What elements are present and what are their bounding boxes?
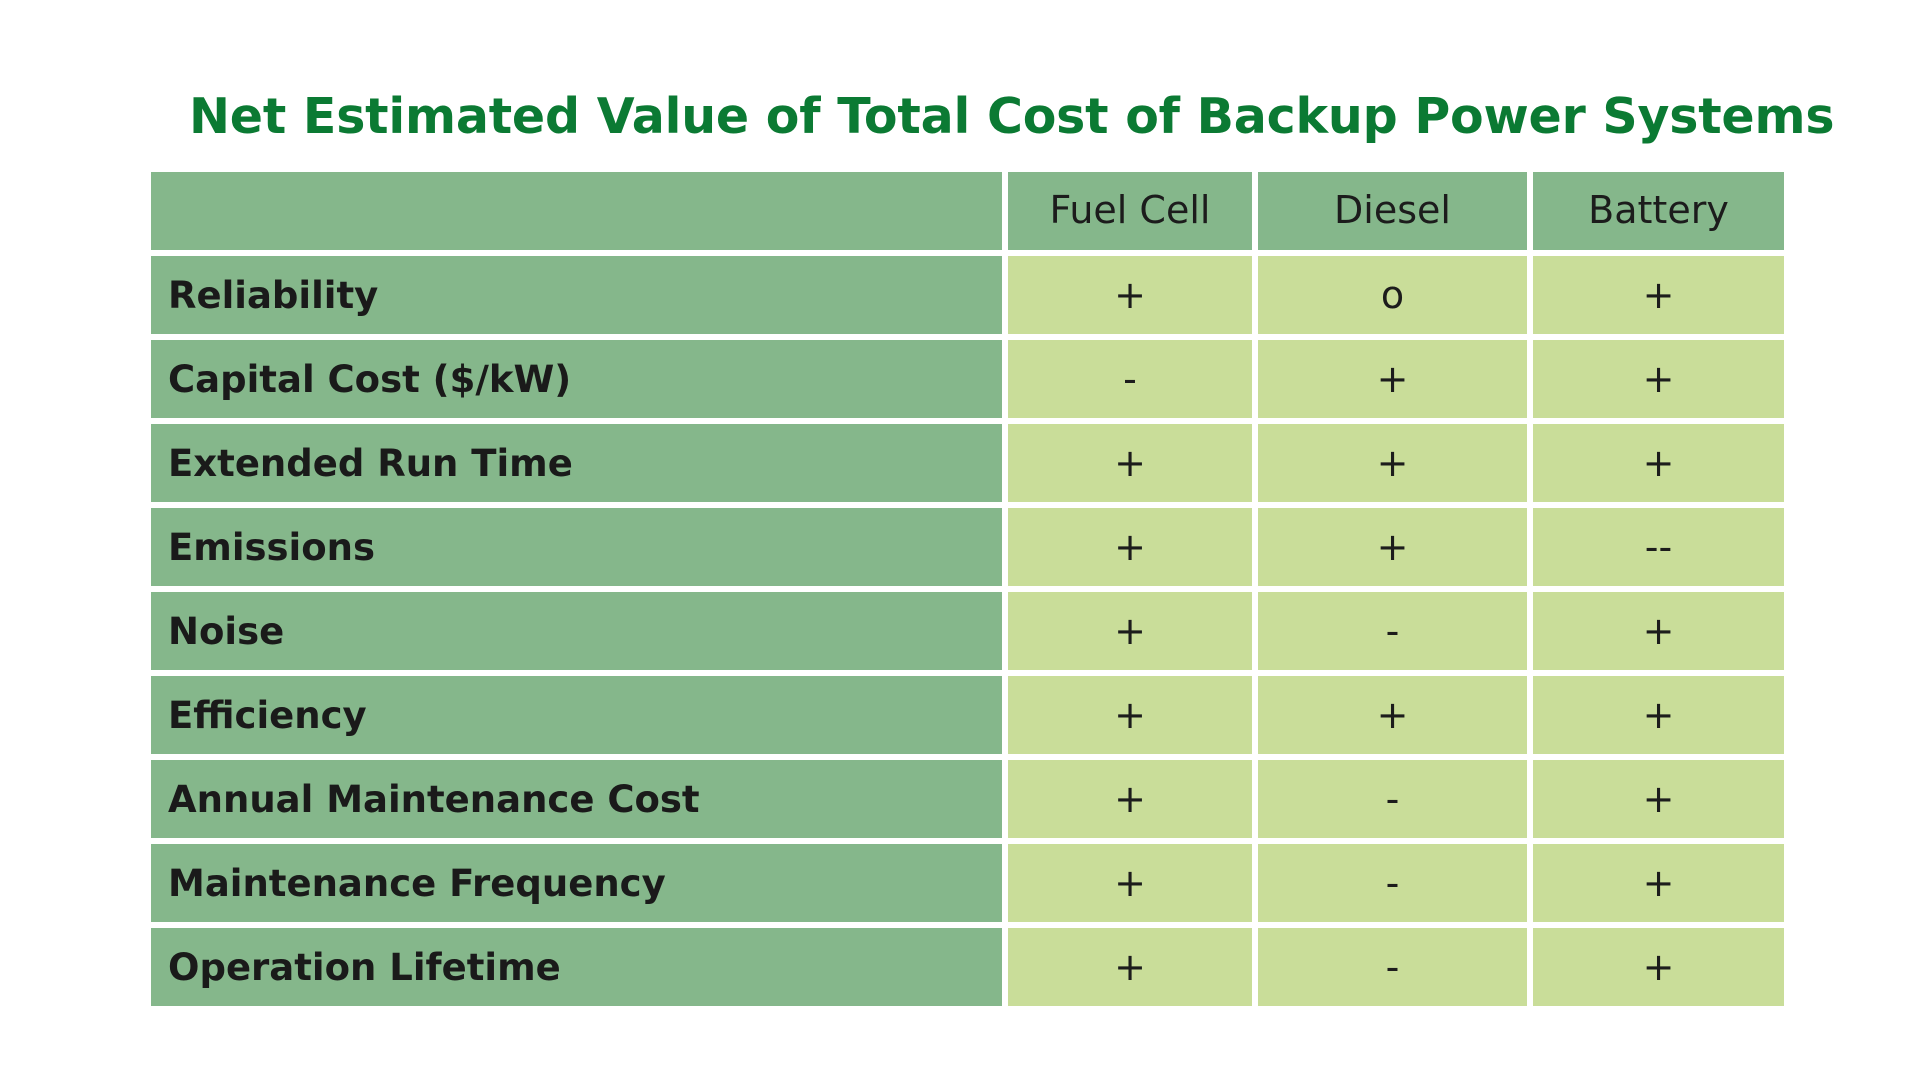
row-label: Reliability [151,256,1002,334]
table-cell-diesel: + [1258,676,1527,754]
table-cell-fuel-cell: + [1008,256,1252,334]
page-title: Net Estimated Value of Total Cost of Bac… [189,88,1835,145]
table-cell-battery: + [1533,928,1784,1006]
comparison-table: Fuel Cell Diesel Battery Reliability + o… [151,172,1784,1006]
table-cell-diesel: + [1258,508,1527,586]
table-cell-fuel-cell: - [1008,340,1252,418]
row-label: Operation Lifetime [151,928,1002,1006]
table-cell-diesel: + [1258,424,1527,502]
table-cell-diesel: + [1258,340,1527,418]
table-cell-battery: + [1533,844,1784,922]
table-cell-fuel-cell: + [1008,592,1252,670]
row-label: Maintenance Frequency [151,844,1002,922]
table-cell-battery: + [1533,676,1784,754]
table-cell-fuel-cell: + [1008,424,1252,502]
column-header-fuel-cell: Fuel Cell [1008,172,1252,250]
row-label: Efficiency [151,676,1002,754]
table-cell-fuel-cell: + [1008,760,1252,838]
table-cell-battery: + [1533,340,1784,418]
row-label: Extended Run Time [151,424,1002,502]
table-cell-fuel-cell: + [1008,844,1252,922]
column-header-diesel: Diesel [1258,172,1527,250]
table-cell-fuel-cell: + [1008,928,1252,1006]
table-cell-diesel: - [1258,760,1527,838]
table-cell-diesel: o [1258,256,1527,334]
table-cell-diesel: - [1258,928,1527,1006]
table-cell-diesel: - [1258,592,1527,670]
row-label: Emissions [151,508,1002,586]
table-cell-battery: + [1533,592,1784,670]
table-header-corner [151,172,1002,250]
column-header-battery: Battery [1533,172,1784,250]
table-cell-battery: -- [1533,508,1784,586]
table-cell-fuel-cell: + [1008,508,1252,586]
table-cell-battery: + [1533,760,1784,838]
table-cell-battery: + [1533,424,1784,502]
table-cell-diesel: - [1258,844,1527,922]
table-cell-fuel-cell: + [1008,676,1252,754]
table-cell-battery: + [1533,256,1784,334]
row-label: Noise [151,592,1002,670]
row-label: Capital Cost ($/kW) [151,340,1002,418]
row-label: Annual Maintenance Cost [151,760,1002,838]
